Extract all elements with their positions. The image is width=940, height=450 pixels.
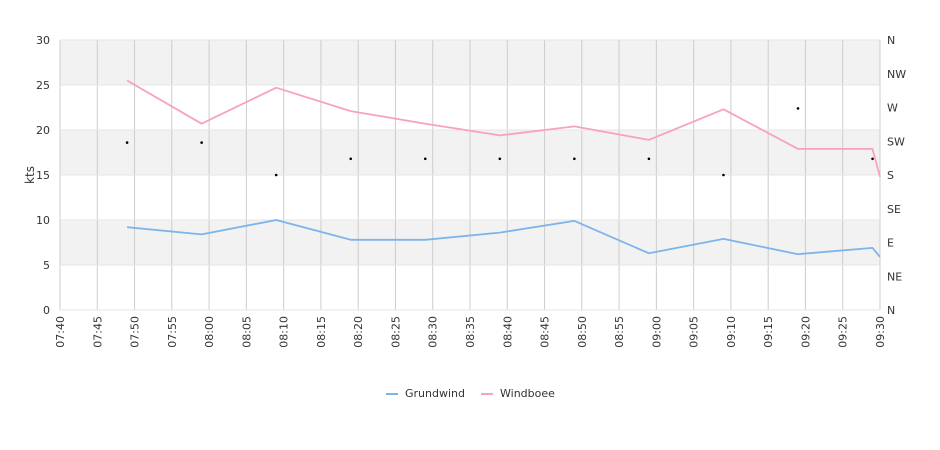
x-tick-label: 08:20 (352, 316, 365, 348)
legend-label: Grundwind (405, 387, 465, 400)
x-tick-label: 09:25 (837, 316, 850, 348)
x-tick-label: 08:00 (203, 316, 216, 348)
direction-points (125, 107, 874, 177)
y2-tick-label: W (887, 102, 898, 115)
y-tick-label: 0 (43, 304, 50, 317)
y-axis-ticks: 0 5 10 15 20 25 30 (36, 34, 50, 317)
y-tick-label: 15 (36, 169, 50, 182)
direction-point (200, 141, 203, 144)
y-tick-label: 25 (36, 79, 50, 92)
direction-point (871, 157, 874, 161)
x-axis-ticks: 07:40 07:45 07:50 07:55 08:00 08:05 08:10 08:15… (54, 316, 887, 348)
x-tick-label: 07:55 (166, 316, 179, 348)
series-line-grundwind (127, 219, 881, 258)
series-lines (126, 79, 881, 258)
direction-point (349, 157, 353, 161)
x-tick-label: 09:00 (650, 316, 663, 348)
direction-point (125, 141, 129, 144)
y-tick-label: 30 (36, 34, 50, 47)
x-tick-label: 08:25 (389, 316, 402, 348)
y2-tick-label: SW (887, 135, 905, 148)
x-tick-label: 07:45 (91, 316, 104, 348)
y2-axis-ticks: N NE E SE S SW W NW N (887, 34, 906, 317)
direction-point (573, 157, 576, 161)
x-tick-label: 08:30 (427, 316, 440, 348)
direction-point (423, 157, 427, 161)
y-tick-label: 5 (43, 259, 50, 272)
y2-tick-label: S (887, 169, 894, 182)
legend-item-windboee[interactable]: Windboee (481, 387, 555, 400)
x-tick-label: 09:10 (725, 316, 738, 348)
y2-tick-label: SE (887, 203, 901, 216)
x-tick-label: 07:40 (54, 316, 67, 348)
y-tick-label: 20 (36, 124, 50, 137)
x-tick-label: 08:35 (464, 316, 477, 348)
x-tick-label: 07:50 (129, 316, 142, 348)
x-tick-label: 09:15 (762, 316, 775, 348)
x-tick-label: 08:05 (240, 316, 253, 348)
direction-point (796, 107, 800, 110)
x-tick-label: 09:05 (688, 316, 701, 348)
direction-point (722, 173, 725, 177)
x-tick-label: 08:40 (501, 316, 514, 348)
y2-tick-label: NE (887, 270, 902, 283)
legend-item-grundwind[interactable]: Grundwind (386, 387, 465, 400)
x-tick-label: 08:55 (613, 316, 626, 348)
y2-tick-label: E (887, 237, 894, 250)
x-tick-label: 08:50 (576, 316, 589, 348)
legend[interactable]: Grundwind Windboee (386, 387, 555, 400)
x-tick-label: 08:15 (315, 316, 328, 348)
x-tick-label: 08:45 (539, 316, 552, 348)
x-tick-label: 09:20 (799, 316, 812, 348)
y2-tick-label: NW (887, 68, 906, 81)
y2-tick-label: N (887, 304, 895, 317)
y-tick-label: 10 (36, 214, 50, 227)
direction-point (274, 173, 278, 177)
series-line-windboee (126, 79, 881, 178)
x-tick-label: 08:10 (278, 316, 291, 348)
direction-point (647, 157, 651, 161)
legend-label: Windboee (500, 387, 555, 400)
x-tick-label: 09:30 (874, 316, 887, 348)
y-axis-label: kts (23, 166, 37, 184)
y2-tick-label: N (887, 34, 895, 47)
direction-point (498, 157, 502, 161)
